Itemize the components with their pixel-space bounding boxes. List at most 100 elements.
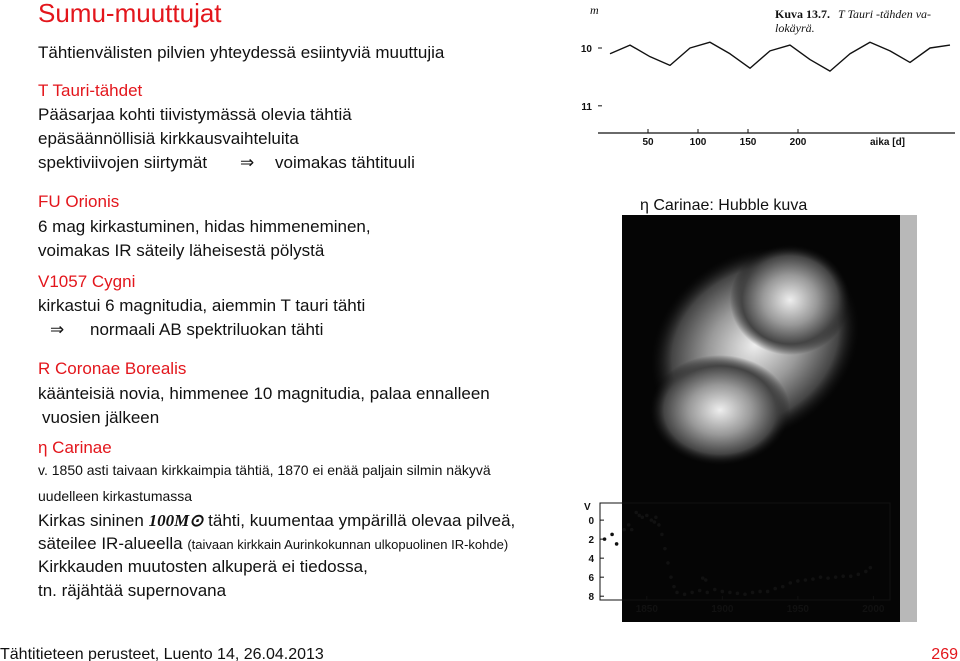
y-tick-label: 11 [581,102,592,113]
line: 6 mag kirkastuminen, hidas himmeneminen, [38,217,371,236]
y-tick-label: 6 [588,573,594,584]
x-tick-label: 200 [790,137,807,148]
x-tick-label: 100 [690,137,707,148]
point [856,572,861,577]
point [675,590,679,595]
x-tick-label: 1850 [636,604,659,615]
axis-label: aika [d] [870,137,905,148]
line: vuosien jälkeen [42,408,159,427]
heading: η Carinae [38,438,112,457]
point [660,532,664,537]
y-tick-label: 10 [581,44,593,55]
point [788,581,793,585]
point [690,590,694,595]
point [868,565,873,570]
arrow: ⇒ [240,153,254,172]
point [765,589,770,594]
line: kirkastui 6 magnitudia, aiemmin T tauri … [38,296,365,315]
point [602,537,607,541]
point [637,513,642,518]
x-tick-label: 150 [740,137,757,148]
figure: V 1850 1900 1950 2000 0 2 4 6 8 [584,502,891,615]
point [750,590,755,595]
point [811,577,815,581]
point [780,584,785,589]
point [743,592,747,597]
point [622,527,626,532]
point [712,587,717,592]
y-tick-label: 8 [588,592,594,603]
caption-label: Kuva 13.7. [775,7,830,21]
text: (taivaan kirkkain Aurinkokunnan ulkopuol… [187,537,508,552]
text: säteilee IR-alueella [38,534,183,553]
caption-text: lokäyrä. [775,21,815,35]
heading: V1057 Cygni [38,272,135,291]
axis-label: V [584,502,591,513]
point [833,575,838,579]
arrow: ⇒ [50,320,64,339]
text: Kirkas sininen [38,511,144,530]
y-tick-label: 4 [588,554,594,565]
point [700,576,705,580]
x-tick-label: 50 [642,137,654,148]
line: säteilee IR-alueella (taivaan kirkkain A… [38,534,508,553]
point [705,590,710,595]
line: tn. räjähtää supernovana [38,581,227,600]
point [803,578,808,582]
point [629,527,634,532]
title: Sumu-muuttujat [38,0,222,28]
subtitle: Tähtienvälisten pilvien yhteydessä esiin… [38,43,445,62]
point [626,523,631,527]
x-tick-label: 1950 [787,604,810,615]
line: voimakas IR säteily läheisestä pölystä [38,241,325,260]
point [666,561,670,565]
line: Kirkkauden muutosten alkuperä ei tiedoss… [38,557,368,576]
line: v. 1850 asti taivaan kirkkaimpia tähtiä,… [38,462,491,478]
point [735,591,740,596]
heading: FU Orionis [38,192,119,211]
x-tick-label: 1900 [711,604,734,615]
point [864,569,868,574]
x-tick-label: 2000 [862,604,885,615]
nebula [730,245,850,355]
point [657,523,661,527]
nebula [650,355,790,465]
point [645,513,649,518]
point [848,574,853,579]
point [826,576,830,580]
light-curve [609,41,951,72]
point [663,546,667,551]
line: käänteisiä novia, himmenee 10 magnitudia… [38,384,490,403]
page-number: 269 [931,646,958,661]
point [720,589,725,594]
text: tähti, kuumentaa ympärillä olevaa pilveä… [208,511,515,530]
caption: Kuva 13.7. T Tauri -tähden va- [775,7,931,21]
point [682,592,687,597]
point [610,532,614,537]
point [758,589,762,594]
point [649,518,654,522]
point [614,542,619,546]
point [652,520,657,524]
figure: m aika [d] Kuva 13.7. T Tauri -tähden va-… [581,3,955,148]
heading: T Tauri-tähdet [38,81,143,100]
point [728,590,732,595]
footer: Tähtitieteen perusteet, Luento 14, 26.04… [0,646,324,661]
y-tick-label: 0 [588,516,594,527]
point [796,579,800,583]
line: Pääsarjaa kohti tiivistymässä olevia täh… [38,105,352,124]
point [672,584,676,589]
point [841,574,845,579]
point [634,510,639,515]
line: spektiviivojen siirtymät [38,153,207,172]
point [640,515,645,520]
point [818,575,823,579]
point [669,575,673,579]
math: 100M⊙ [149,511,205,530]
image-caption: η Carinae: Hubble kuva [640,197,807,214]
line: epäsäännöllisiä kirkkausvaihteluita [38,129,299,148]
axis-box [599,502,891,601]
point [773,586,778,591]
line: uudelleen kirkastumassa [38,488,192,504]
